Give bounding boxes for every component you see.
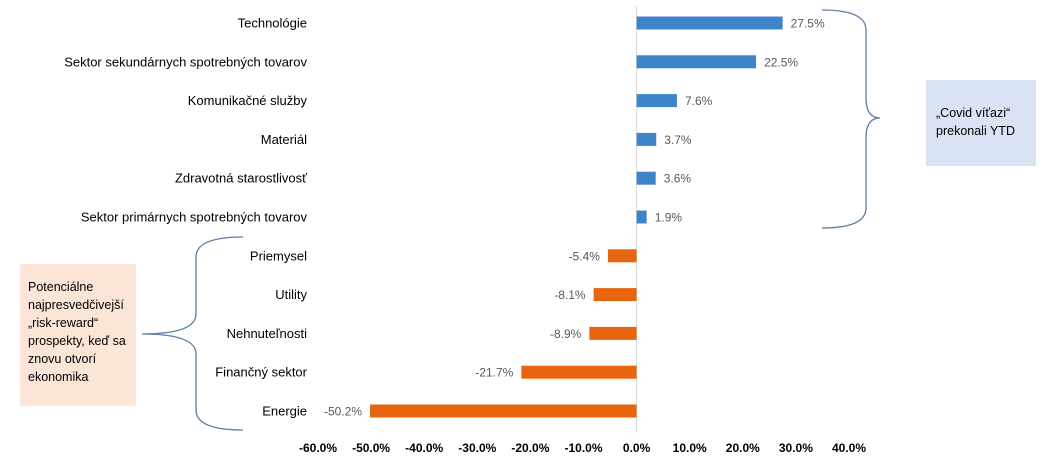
left-brace [141, 236, 244, 431]
x-tick-label: 30.0% [779, 441, 813, 455]
risk-callout-line: Potenciálne [28, 280, 94, 294]
category-label: Energie [262, 404, 307, 419]
risk-callout-line: „risk-reward“ [28, 316, 99, 330]
category-label: Nehnuteľnosti [227, 326, 308, 341]
value-label: -8.9% [550, 327, 582, 341]
value-label: 27.5% [791, 17, 825, 31]
x-tick-label: -60.0% [299, 441, 337, 455]
bar [636, 210, 647, 224]
bar [636, 16, 783, 30]
risk-callout-line: najpresvedčivejší [28, 298, 124, 312]
category-label: Sektor primárnych spotrebných tovarov [81, 210, 308, 225]
risk-reward-callout: Potenciálne najpresvedčivejší „risk-rewa… [20, 264, 136, 406]
bar [636, 94, 677, 108]
value-label: 22.5% [764, 55, 798, 69]
bar [521, 365, 637, 379]
right-brace [821, 9, 881, 229]
x-tick-label: -40.0% [405, 441, 443, 455]
bar [370, 404, 637, 418]
category-label: Sektor sekundárnych spotrebných tovarov [64, 54, 307, 69]
bar [636, 132, 657, 146]
bar [607, 249, 637, 263]
risk-callout-line: prospekty, keď sa [28, 334, 126, 348]
category-label: Priemysel [250, 248, 307, 263]
value-label: -5.4% [569, 249, 601, 263]
covid-callout-line: „Covid víťazi“ [936, 106, 1011, 120]
value-label: 3.7% [664, 133, 692, 147]
value-labels: 27.5% 22.5% 7.6% 3.7% 3.6% 1.9% -5.4% -8.1% -8.9… [324, 17, 825, 419]
category-label: Zdravotná starostlivosť [175, 171, 307, 186]
risk-callout-line: ekonomika [28, 370, 89, 384]
x-tick-label: 10.0% [673, 441, 707, 455]
value-label: -50.2% [324, 405, 362, 419]
category-label: Utility [275, 287, 307, 302]
value-label: 7.6% [685, 94, 713, 108]
x-tick-label: 0.0% [623, 441, 651, 455]
covid-winners-callout: „Covid víťazi“ prekonali YTD [926, 80, 1036, 166]
value-label: 1.9% [655, 211, 683, 225]
bar [636, 55, 757, 69]
category-labels: Technológie Sektor sekundárnych spotrebný… [64, 16, 307, 419]
category-label: Finančný sektor [215, 365, 307, 380]
value-label: 3.6% [664, 172, 692, 186]
x-tick-label: 40.0% [832, 441, 866, 455]
x-axis-tick-labels: -60.0% -50.0% -40.0% -30.0% -20.0% -10.0% 0.0%… [299, 441, 866, 455]
bar [593, 288, 637, 302]
risk-callout-line: znovu otvorí [28, 352, 97, 366]
value-label: -21.7% [475, 366, 513, 380]
x-tick-label: 20.0% [726, 441, 760, 455]
covid-callout-line: prekonali YTD [936, 124, 1015, 138]
x-tick-label: -50.0% [352, 441, 390, 455]
category-label: Technológie [238, 16, 307, 31]
x-tick-label: -30.0% [458, 441, 496, 455]
x-tick-label: -20.0% [511, 441, 549, 455]
bar [636, 171, 656, 185]
category-label: Materiál [261, 132, 307, 147]
bar [589, 326, 637, 340]
x-tick-label: -10.0% [564, 441, 602, 455]
bars-layer [370, 16, 783, 418]
category-label: Komunikačné služby [188, 93, 308, 108]
value-label: -8.1% [554, 288, 586, 302]
